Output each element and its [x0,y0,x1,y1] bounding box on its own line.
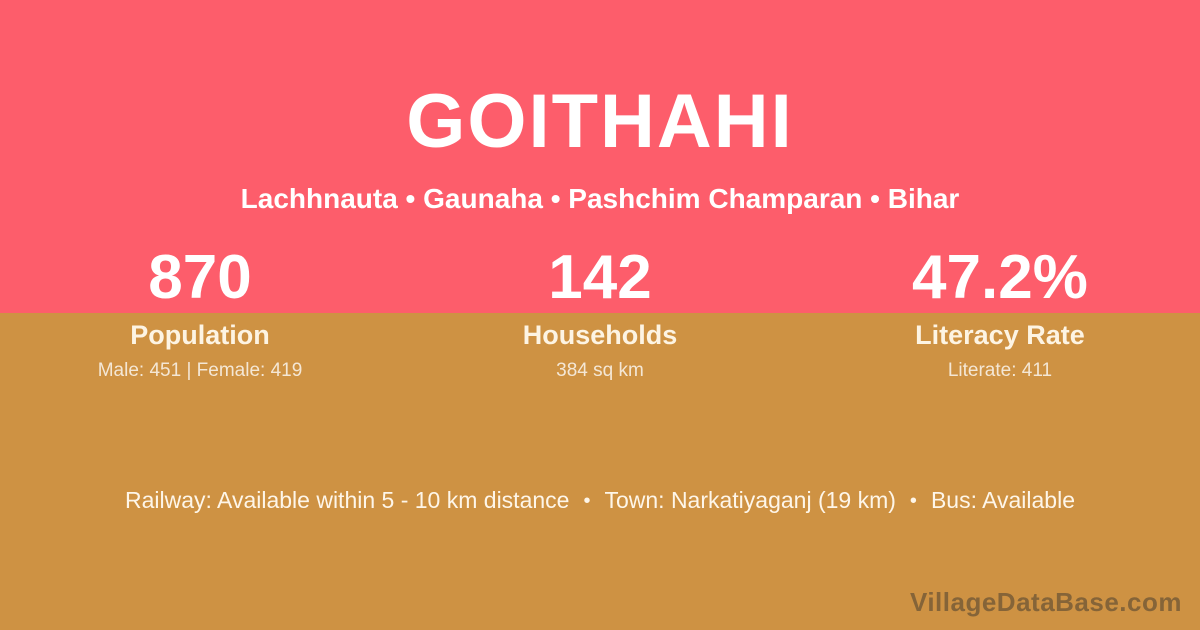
stats-row: 870 Population Male: 451 | Female: 419 1… [0,247,1200,381]
bus-info: Bus: Available [930,487,1076,513]
population-label: Population [130,320,270,350]
top-band [0,0,1200,313]
stat-population: 870 Population Male: 451 | Female: 419 [0,247,400,381]
households-label: Households [522,320,678,350]
population-detail: Male: 451 | Female: 419 [97,360,303,381]
literacy-label: Literacy Rate [915,320,1085,350]
bullet-separator: • [909,490,917,512]
stat-literacy: 47.2% Literacy Rate Literate: 411 [800,247,1200,381]
location-breadcrumb: Lachhnauta • Gaunaha • Pashchim Champara… [240,183,960,214]
bullet-separator: • [583,490,591,512]
households-detail: 384 sq km [556,360,644,381]
households-value: 142 [548,243,652,312]
stat-households: 142 Households 384 sq km [400,247,800,381]
page-title: GOITHAHI [406,79,794,164]
watermark: VillageDataBase.com [909,587,1182,617]
literacy-value: 47.2% [912,243,1088,312]
literacy-detail: Literate: 411 [947,360,1053,381]
population-value: 870 [148,243,252,312]
railway-info: Railway: Available within 5 - 10 km dist… [124,487,570,513]
town-info: Town: Narkatiyaganj (19 km) [604,487,896,513]
transport-info-line: Railway: Available within 5 - 10 km dist… [0,486,1200,515]
